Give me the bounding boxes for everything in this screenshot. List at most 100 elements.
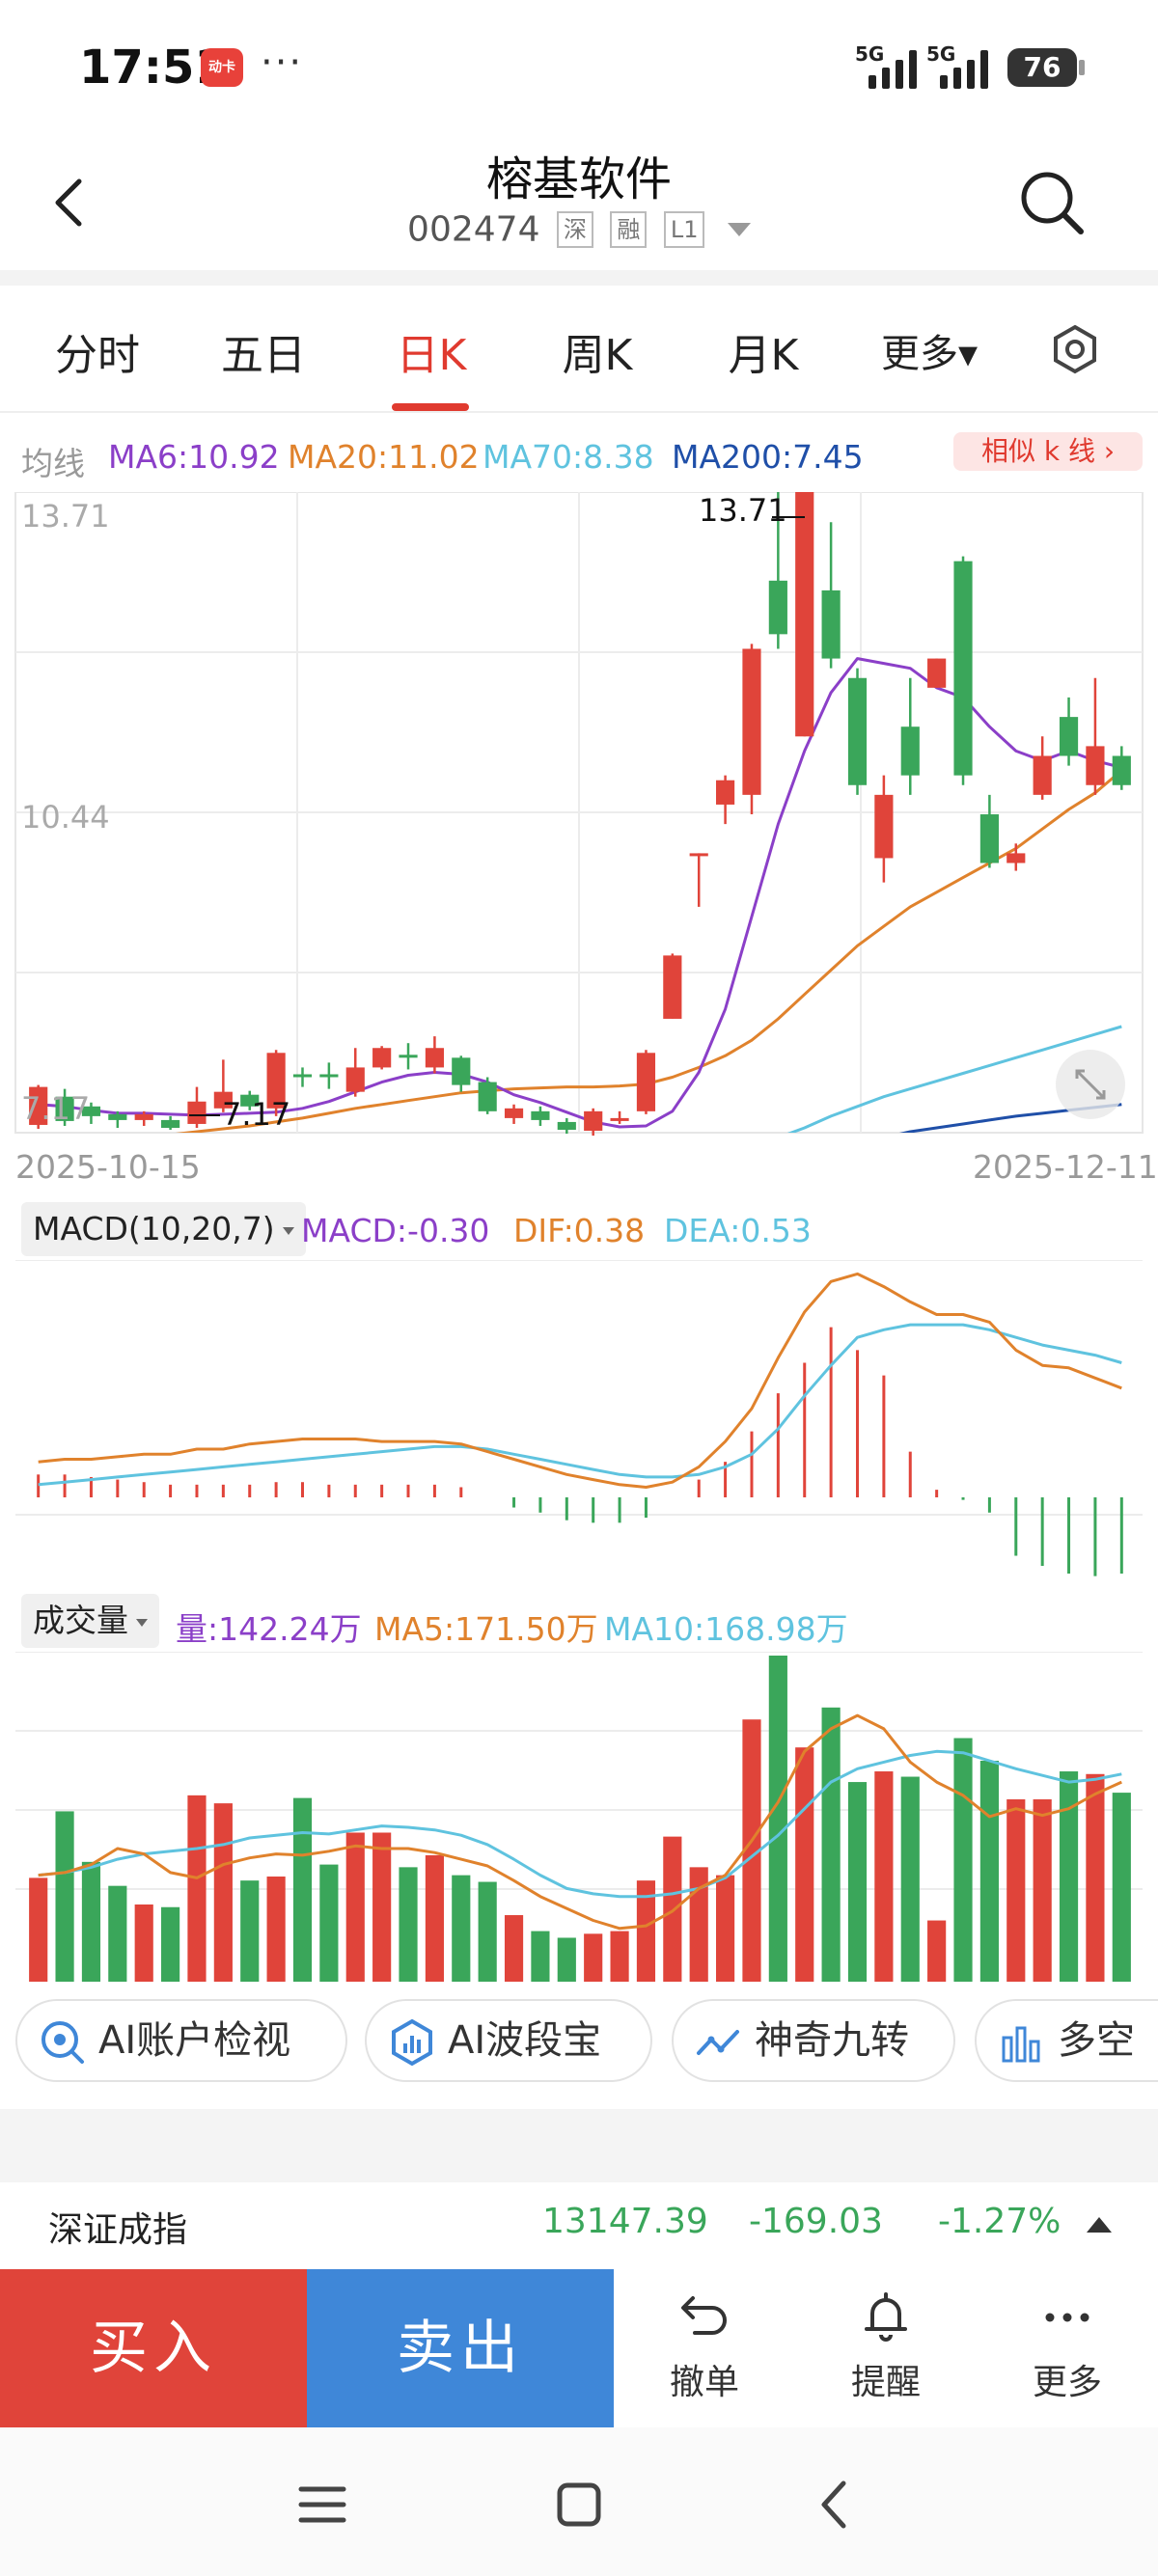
ma20-line [175, 769, 1123, 1133]
candle-body [663, 955, 682, 1019]
stock-code-row[interactable]: 002474 深 融 L1 [0, 208, 1158, 250]
candle-body [1112, 755, 1131, 785]
expand-up-icon[interactable] [1087, 2217, 1112, 2233]
kline-chart[interactable]: 13.71 10.44 7.17 13.71 7.17 [0, 492, 1158, 1138]
candle-body [240, 1094, 260, 1107]
chevron-down-icon[interactable] [727, 223, 751, 236]
candle-body [399, 1055, 418, 1058]
candle-body [900, 726, 920, 776]
volume-bar [636, 1880, 656, 1982]
volume-bar [81, 1861, 101, 1982]
volume-bar [927, 1920, 947, 1982]
volume-bar [345, 1832, 365, 1982]
divider [0, 270, 1158, 286]
volume-bar [768, 1656, 787, 1982]
candle-body [874, 794, 894, 859]
candle-body [584, 1110, 603, 1132]
volume-bar [821, 1707, 841, 1982]
candle-body [795, 492, 814, 737]
more-actions-button[interactable]: 更多 [1000, 2288, 1135, 2414]
candle-body [557, 1121, 576, 1131]
candle-body [266, 1053, 286, 1109]
long-short-button[interactable]: 多空 [975, 1999, 1158, 2082]
volume-bar [663, 1836, 682, 1982]
tab-daily-k[interactable]: 日K [396, 331, 467, 380]
volume-bar [953, 1738, 973, 1982]
index-change: -169.03 [749, 2202, 883, 2241]
similar-kline-button[interactable]: 相似 k 线 › [953, 432, 1143, 471]
back-icon[interactable] [50, 174, 89, 232]
candle-body [161, 1119, 180, 1128]
market-index-row[interactable]: 深证成指 13147.39 -169.03 -1.27% [0, 2182, 1158, 2267]
app-notification-icon: 动卡 [201, 48, 243, 87]
candle-body [1006, 853, 1026, 863]
volume-selector[interactable]: 成交量 [21, 1594, 159, 1648]
volume-bar [55, 1811, 74, 1982]
chart-settings-icon[interactable] [1050, 324, 1100, 374]
sell-button[interactable]: 卖出 [307, 2269, 614, 2427]
trade-action-bar: 买入 卖出 撤单 提醒 更多 [0, 2269, 1158, 2427]
candle-body [81, 1106, 101, 1116]
tab-monthly-k[interactable]: 月K [728, 331, 799, 380]
volume-bar [689, 1867, 708, 1982]
search-icon[interactable] [1017, 168, 1087, 237]
buy-button[interactable]: 买入 [0, 2269, 307, 2427]
undo-icon [681, 2296, 727, 2335]
volume-bar [979, 1760, 999, 1982]
candle-body [478, 1082, 497, 1111]
volume-bar [478, 1881, 497, 1982]
candle-body [953, 561, 973, 776]
candle-body [213, 1091, 233, 1109]
y-axis-label: 13.71 [21, 498, 110, 534]
candle-body [531, 1110, 550, 1120]
stock-header: 榕基软件 002474 深 融 L1 [0, 135, 1158, 270]
period-tabs: 分时 五日 日K 周K 月K 更多▾ [0, 286, 1158, 413]
candle-body [927, 658, 947, 688]
system-nav-bar [0, 2427, 1158, 2576]
fullscreen-icon[interactable] [1056, 1050, 1125, 1119]
tab-five-day[interactable]: 五日 [221, 331, 306, 380]
magic-nine-button[interactable]: 神奇九转 [672, 1999, 955, 2082]
status-bar: 17:51 动卡 ··· 5G 5G 76 [0, 0, 1158, 135]
volume-bar [134, 1904, 153, 1982]
ai-account-review-button[interactable]: AI账户检视 [15, 1999, 347, 2082]
volume-bar [584, 1933, 603, 1982]
alert-button[interactable]: 提醒 [818, 2288, 953, 2414]
tab-intraday[interactable]: 分时 [55, 331, 140, 380]
more-notifications-icon: ··· [261, 41, 304, 85]
dif-line [38, 1272, 1122, 1489]
volume-chart[interactable] [0, 1652, 1158, 1984]
y-axis-label: 7.17 [21, 1090, 90, 1127]
dea-value: DEA:0.53 [664, 1212, 812, 1249]
candle-body [689, 853, 708, 857]
macd-selector[interactable]: MACD(10,20,7) [21, 1202, 306, 1256]
tab-more[interactable]: 更多▾ [880, 332, 979, 376]
macd-value: MACD:-0.30 [301, 1212, 490, 1249]
macd-chart[interactable] [0, 1260, 1158, 1588]
ai-band-button[interactable]: AI波段宝 [365, 1999, 652, 2082]
volume-bar [372, 1832, 392, 1982]
tab-weekly-k[interactable]: 周K [562, 331, 633, 380]
volume-bar [795, 1747, 814, 1982]
volume-bar [847, 1782, 868, 1982]
candle-body [319, 1074, 339, 1078]
volume-bar [900, 1776, 920, 1982]
back-nav-icon[interactable] [797, 2466, 874, 2543]
dropdown-icon [282, 1226, 294, 1235]
ma20-value: MA20:11.02 [288, 438, 480, 476]
signal-icon: 5G [855, 42, 932, 89]
volume-bar [213, 1803, 233, 1982]
volume-bar [716, 1875, 735, 1982]
cancel-order-button[interactable]: 撤单 [637, 2288, 772, 2414]
ma70-line [786, 1025, 1122, 1133]
candle-body [108, 1113, 127, 1120]
candle-body [345, 1067, 365, 1092]
menu-icon[interactable] [284, 2466, 361, 2543]
divider [0, 2109, 1158, 2182]
home-icon[interactable] [540, 2466, 618, 2543]
y-axis-label: 10.44 [21, 799, 110, 836]
macd-legend: MACD(10,20,7) MACD:-0.30 DIF:0.38 DEA:0.… [0, 1202, 1158, 1256]
volume-bar [1033, 1798, 1052, 1982]
candle-body [504, 1108, 524, 1118]
candle-body [768, 580, 787, 635]
